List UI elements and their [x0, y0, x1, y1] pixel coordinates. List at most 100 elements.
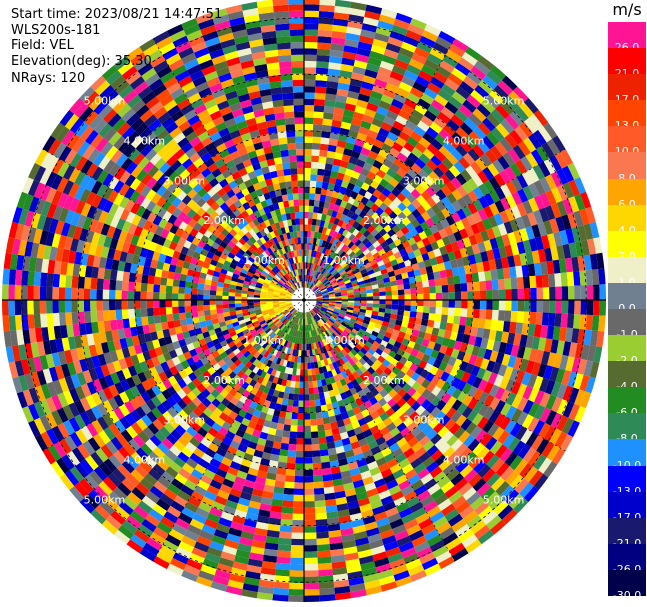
velocity-gate: [497, 223, 508, 236]
velocity-gate: [555, 368, 566, 384]
velocity-gate: [102, 279, 110, 290]
velocity-gate: [537, 337, 547, 351]
velocity-gate: [294, 475, 304, 483]
velocity-gate: [330, 325, 337, 332]
velocity-gate: [373, 327, 381, 334]
velocity-gate: [319, 267, 325, 274]
velocity-gate: [492, 247, 501, 260]
velocity-gate: [312, 124, 323, 132]
velocity-gate: [465, 273, 473, 283]
velocity-gate: [513, 333, 522, 346]
velocity-gate: [322, 207, 329, 215]
velocity-gate: [353, 307, 360, 312]
velocity-gate: [392, 295, 399, 300]
velocity-gate: [402, 383, 412, 393]
velocity-gate: [548, 312, 556, 327]
velocity-gate: [436, 65, 452, 79]
velocity-gate: [494, 258, 503, 270]
velocity-gate: [357, 350, 365, 358]
velocity-gate: [393, 268, 402, 276]
velocity-gate: [330, 268, 337, 275]
velocity-gate: [405, 29, 422, 42]
velocity-gate: [275, 569, 290, 577]
velocity-gate: [364, 69, 378, 79]
velocity-gate: [360, 167, 370, 177]
velocity-gate: [355, 343, 363, 351]
velocity-gate: [579, 270, 587, 286]
velocity-gate: [455, 257, 464, 268]
velocity-gate: [474, 336, 483, 348]
velocity-gate: [326, 208, 334, 217]
velocity-gate: [486, 515, 502, 530]
velocity-gate: [450, 241, 460, 252]
velocity-gate: [399, 266, 408, 274]
velocity-gate: [373, 174, 383, 184]
velocity-gate: [293, 501, 304, 508]
velocity-gate: [429, 47, 446, 61]
velocity-gate: [378, 228, 388, 237]
velocity-gate: [328, 291, 335, 295]
velocity-gate: [503, 221, 514, 234]
velocity-gate: [315, 272, 320, 279]
velocity-gate: [413, 462, 426, 475]
velocity-gate: [386, 266, 394, 273]
velocity-gate: [500, 256, 510, 269]
velocity-gate: [461, 52, 478, 66]
velocity-gate: [388, 442, 400, 453]
velocity-gate: [418, 153, 431, 165]
velocity-gate: [351, 313, 359, 318]
velocity-gate: [562, 341, 572, 357]
velocity-gate: [357, 41, 373, 51]
velocity-gate: [304, 4, 320, 11]
velocity-gate: [316, 265, 322, 272]
velocity-gate: [374, 232, 383, 241]
velocity-gate: [440, 106, 455, 120]
velocity-gate: [344, 39, 359, 48]
velocity-gate: [363, 316, 371, 322]
velocity-gate: [371, 284, 379, 290]
velocity-gate: [332, 158, 342, 167]
velocity-gate: [540, 325, 548, 339]
velocity-gate: [486, 472, 501, 487]
velocity-gate: [304, 174, 311, 181]
velocity-gate: [504, 310, 512, 322]
velocity-gate: [522, 385, 534, 400]
velocity-gate: [434, 454, 448, 467]
velocity-gate: [366, 208, 376, 217]
velocity-gate: [329, 342, 335, 349]
velocity-gate: [346, 182, 356, 191]
velocity-gate: [332, 270, 339, 277]
velocity-gate: [498, 310, 506, 321]
velocity-gate: [492, 362, 502, 375]
velocity-gate: [203, 309, 211, 316]
velocity-gate: [316, 321, 322, 328]
velocity-gate: [346, 210, 355, 219]
velocity-gate: [513, 230, 523, 243]
velocity-gate: [471, 243, 481, 255]
velocity-gate: [310, 425, 318, 432]
velocity-gate: [178, 306, 186, 314]
velocity-gate: [358, 357, 367, 366]
velocity-gate: [197, 283, 205, 290]
velocity-gate: [343, 45, 358, 54]
velocity-gate: [505, 405, 517, 420]
velocity-gate: [366, 289, 373, 294]
velocity-gate: [8, 300, 15, 316]
velocity-gate: [384, 286, 392, 292]
velocity-gate: [341, 331, 348, 338]
velocity-gate: [419, 246, 428, 255]
velocity-gate: [362, 362, 371, 371]
velocity-gate: [567, 300, 575, 315]
velocity-gate: [450, 177, 462, 190]
velocity-gate: [378, 193, 388, 203]
velocity-gate: [337, 82, 350, 91]
velocity-gate: [485, 94, 500, 109]
velocity-gate: [317, 206, 324, 214]
velocity-gate: [516, 383, 528, 398]
velocity-gate: [444, 169, 456, 182]
velocity-gate: [599, 300, 607, 316]
velocity-gate: [339, 286, 347, 291]
velocity-gate: [494, 387, 506, 400]
velocity-gate: [353, 291, 361, 295]
velocity-gate: [409, 257, 418, 265]
